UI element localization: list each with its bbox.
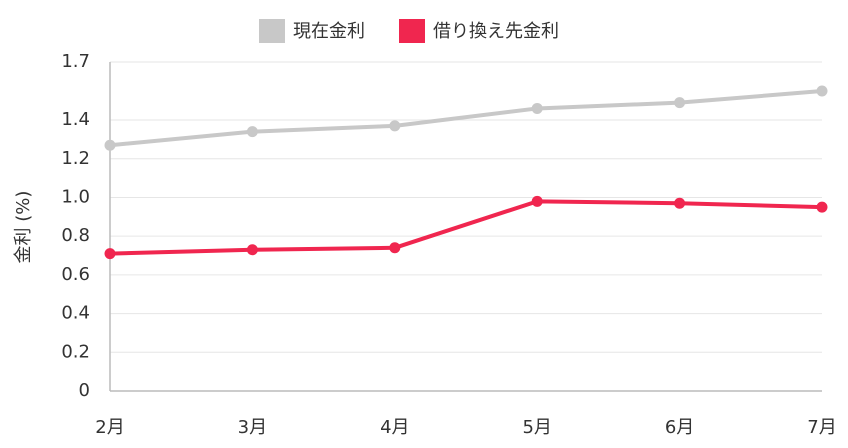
- data-point: [531, 102, 543, 114]
- y-axis-label: 金利 (%): [13, 191, 34, 264]
- data-point: [246, 126, 258, 138]
- x-tick-label: 7月: [807, 417, 836, 438]
- legend-swatch: [259, 19, 285, 43]
- y-tick-label: 0.2: [61, 341, 90, 362]
- x-tick-label: 3月: [238, 417, 267, 438]
- series-line: [109, 89, 823, 148]
- data-point: [104, 248, 116, 260]
- y-tick-label: 0.6: [61, 264, 90, 285]
- legend-label: 現在金利: [293, 21, 365, 42]
- y-tick-label: 0: [79, 380, 90, 401]
- y-tick-label: 1.7: [61, 51, 90, 72]
- x-tick-label: 5月: [522, 417, 551, 438]
- x-tick-label: 2月: [95, 417, 124, 438]
- data-point: [816, 201, 828, 213]
- x-tick-label: 4月: [380, 417, 409, 438]
- legend-label: 借り換え先金利: [433, 21, 559, 42]
- data-point: [104, 139, 116, 151]
- data-point: [531, 195, 543, 207]
- y-tick-label: 1.2: [61, 148, 90, 169]
- x-tick-label: 6月: [665, 417, 694, 438]
- data-point: [674, 97, 686, 109]
- data-point: [246, 244, 258, 256]
- series-line: [109, 199, 823, 256]
- y-tick-label: 1.4: [61, 109, 90, 130]
- data-point: [389, 242, 401, 254]
- data-point: [816, 85, 828, 97]
- legend-swatch: [399, 19, 425, 43]
- y-tick-label: 1.0: [61, 186, 90, 207]
- y-tick-label: 0.8: [61, 225, 90, 246]
- y-tick-label: 0.4: [61, 303, 90, 324]
- data-point: [674, 197, 686, 209]
- data-point: [389, 120, 401, 132]
